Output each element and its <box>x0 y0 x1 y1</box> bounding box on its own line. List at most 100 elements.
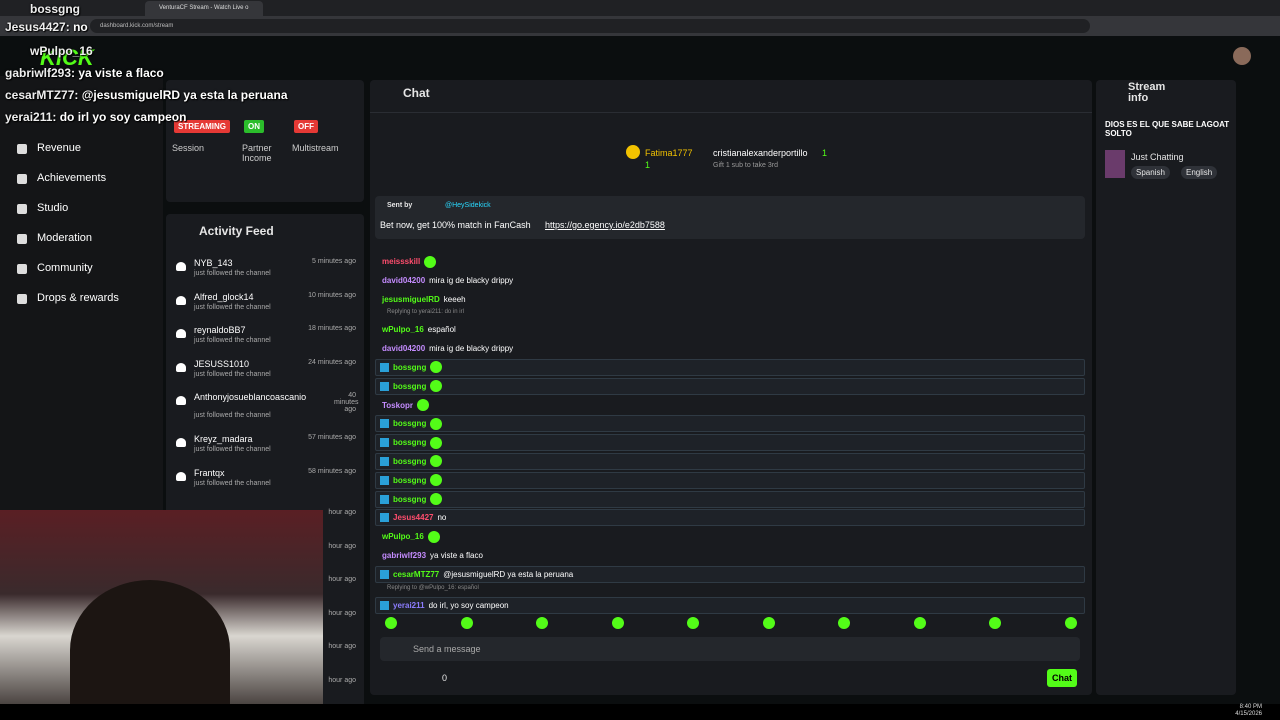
message-list: meissskill david04200 mira ig de blacky dr… <box>375 253 1085 615</box>
emote-button[interactable] <box>611 617 624 629</box>
chat-message: bossgng <box>375 377 1085 395</box>
chat-user[interactable]: bossgng <box>393 362 427 372</box>
nav-item[interactable]: Drops & rewards <box>37 292 119 304</box>
follow-action: just followed the channel <box>194 303 271 311</box>
chat-user[interactable]: Toskopr <box>382 400 413 410</box>
nav-icon <box>17 174 27 184</box>
nav-item[interactable]: Moderation <box>37 232 93 244</box>
chat-user[interactable]: yerai211 <box>393 600 425 610</box>
chat-user[interactable]: meissskill <box>382 257 421 266</box>
emote-button[interactable] <box>536 617 548 629</box>
follower-name[interactable]: Anthonyjosueblancoascanio <box>194 392 307 402</box>
emote-button[interactable] <box>989 617 1001 629</box>
chat-message: cesarMTZ77 @jesusmiguelRD ya esta la peru… <box>375 565 1085 583</box>
avatar[interactable] <box>1233 47 1251 65</box>
tab[interactable]: VenturaCF Stream - Watch Live o <box>145 1 263 16</box>
nav-item[interactable]: Community <box>37 262 93 274</box>
chat-message: bossgng <box>375 471 1085 489</box>
follower-name[interactable]: reynaldoBB7 <box>194 325 246 335</box>
follower-name[interactable]: Frantqx <box>194 467 225 478</box>
status-panel: STREAMING Session ON Partner Income OFF Multi… <box>166 80 364 202</box>
emote <box>430 455 443 468</box>
heart-icon <box>176 438 186 447</box>
chat-message: bossgng <box>375 358 1085 376</box>
emote-button[interactable] <box>460 617 473 629</box>
chat-text: mira ig de blacky drippy <box>429 275 514 285</box>
chat-user[interactable]: david04200 <box>382 275 426 285</box>
pinned-link[interactable]: https://go.egency.io/e2db7588 <box>545 220 665 230</box>
emote-button[interactable] <box>687 617 699 629</box>
follow-time: hour ago <box>328 509 356 516</box>
chat-user[interactable]: bossgng <box>393 381 427 391</box>
chat-user[interactable]: bossgng <box>393 494 427 504</box>
pinned-sent-by: Sent by <box>387 202 413 209</box>
follow-time: 18 minutes ago <box>308 325 356 332</box>
nav-item[interactable]: Achievements <box>37 172 107 184</box>
emote-button[interactable] <box>838 617 850 629</box>
chat-user[interactable]: bossgng <box>393 438 427 448</box>
emote-button[interactable] <box>385 617 397 629</box>
tag[interactable]: Spanish <box>1131 166 1170 179</box>
follower-name[interactable]: Alfred_glock14 <box>194 291 254 302</box>
category-thumb <box>1105 150 1125 178</box>
count: 0 <box>442 673 448 683</box>
tag[interactable]: English <box>1181 166 1218 179</box>
follow-action: just followed the channel <box>194 337 271 344</box>
nav-icon <box>17 234 27 244</box>
logo[interactable]: KICK <box>40 45 94 70</box>
status-label: Session <box>172 143 205 153</box>
nav-item[interactable]: Studio <box>37 202 69 214</box>
follow-time: hour ago <box>328 643 356 650</box>
emote <box>430 361 443 374</box>
emote-button[interactable] <box>762 617 775 629</box>
chat-message: jesusmiguelRD keeeh <box>375 291 1085 308</box>
heart-icon <box>176 329 186 338</box>
chat-user[interactable]: cesarMTZ77 <box>393 569 440 579</box>
follower-name[interactable]: NYB_143 <box>194 258 233 268</box>
gift-recipient: cristianalexanderportillo <box>713 148 808 158</box>
chat-button[interactable]: Chat <box>1047 669 1077 687</box>
role-badge <box>380 569 389 579</box>
status-label: Multistream <box>292 143 339 153</box>
chat-text: @jesusmiguelRD ya esta la peruana <box>443 569 574 579</box>
emote <box>416 399 429 412</box>
chat-user[interactable]: jesusmiguelRD <box>382 294 440 304</box>
overlay-user: gabriwlf293 <box>5 66 72 80</box>
follow-time: 40 minutes ago <box>334 392 359 413</box>
follow-action: just followed the channel <box>194 370 271 378</box>
follower-name[interactable]: Kreyz_madara <box>194 434 253 444</box>
chat-user[interactable]: bossgng <box>393 419 427 429</box>
chat-user[interactable]: wPulpo_16 <box>382 532 424 542</box>
nav-item[interactable]: Revenue <box>37 142 82 154</box>
chat-message: Jesus4427 no <box>375 509 1085 527</box>
chat-user[interactable]: david04200 <box>382 344 426 354</box>
tab-bar: VenturaCF Stream - Watch Live o <box>0 0 1280 16</box>
pinned-handle[interactable]: @HeySidekick <box>445 202 491 209</box>
overlay-line: wPulpo_16 <box>30 42 93 60</box>
category[interactable]: Just Chatting <box>1131 152 1184 162</box>
follow-time: 58 minutes ago <box>308 467 356 475</box>
overlay-text: : ya viste a flaco <box>71 66 164 80</box>
follower-name[interactable]: JESUSS1010 <box>194 358 250 369</box>
chat-message: meissskill <box>375 253 1085 270</box>
chat-user[interactable]: bossgng <box>393 456 427 466</box>
chat-title: Chat <box>403 86 430 100</box>
url[interactable]: dashboard.kick.com/stream <box>90 19 1090 33</box>
heart-icon <box>176 295 186 305</box>
emote-button[interactable] <box>1064 617 1077 629</box>
overlay-text: : do irl yo soy campeon <box>52 110 187 124</box>
webcam-person <box>70 580 230 720</box>
clock-date: 4/15/2026 <box>1235 711 1262 717</box>
overlay-user: yerai211 <box>5 110 53 124</box>
gift-count: 1 <box>645 160 651 170</box>
status-badge: ON <box>244 120 264 133</box>
chat-user[interactable]: wPulpo_16 <box>382 325 424 335</box>
chat-user[interactable]: gabriwlf293 <box>382 550 427 560</box>
emote <box>430 417 443 430</box>
overlay-line: gabriwlf293: ya viste a flaco <box>5 64 164 82</box>
chat-user[interactable]: bossgng <box>393 475 427 485</box>
chat-input[interactable]: Send a message <box>380 637 1080 661</box>
emote-button[interactable] <box>913 617 926 629</box>
stream-info: Stream info DIOS ES EL QUE SABE LAGOAT S… <box>1096 80 1236 695</box>
chat-user[interactable]: Jesus4427 <box>393 513 434 523</box>
